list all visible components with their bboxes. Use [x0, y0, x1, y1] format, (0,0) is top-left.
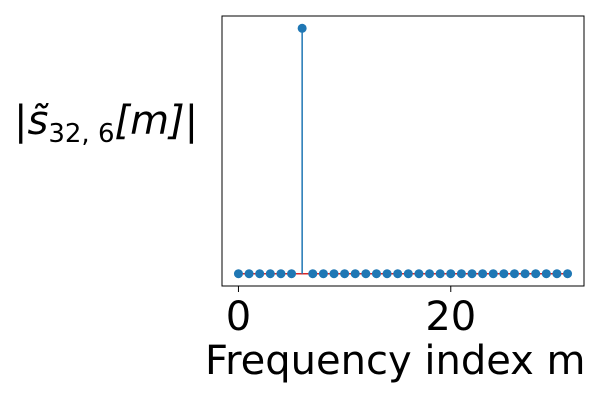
stem-marker [361, 269, 371, 279]
stem-marker [478, 269, 488, 279]
stem-marker [435, 269, 445, 279]
y-label-symbol: s̃ [27, 98, 49, 144]
stem-marker [552, 269, 562, 279]
y-axis-label: |s̃32, 6[m]| [14, 98, 198, 149]
stem-marker [414, 269, 424, 279]
stem-marker [350, 269, 360, 279]
stem-marker [255, 269, 265, 279]
ticks-layer: 0 20 [226, 286, 476, 340]
stem-marker [488, 269, 498, 279]
stem-marker [265, 269, 275, 279]
stem-marker [393, 269, 403, 279]
x-tick-label: 0 [226, 294, 251, 340]
stem-marker [425, 269, 435, 279]
stem-marker [318, 269, 328, 279]
stem-marker [509, 269, 519, 279]
stem-marker [308, 269, 318, 279]
markers-layer [233, 23, 573, 279]
stem-marker [340, 269, 350, 279]
stem-marker [563, 269, 573, 279]
stem-marker [371, 269, 381, 279]
axes-frame [221, 15, 585, 287]
stem-marker [541, 269, 551, 279]
stem-marker [520, 269, 530, 279]
stem-marker [233, 269, 243, 279]
stem-marker [297, 23, 307, 33]
stem-marker [499, 269, 509, 279]
stem-marker [531, 269, 541, 279]
x-tick-label: 20 [425, 294, 476, 340]
stem-marker [382, 269, 392, 279]
stem-marker [276, 269, 286, 279]
y-label-open-bar: | [14, 98, 28, 144]
y-label-argument: [m] [114, 98, 185, 144]
stem-marker [446, 269, 456, 279]
stem-marker [287, 269, 297, 279]
stem-marker [329, 269, 339, 279]
y-label-close-bar: | [184, 98, 199, 144]
stem-marker [456, 269, 466, 279]
stem-marker [244, 269, 254, 279]
stem-marker [467, 269, 477, 279]
y-label-subscript: 32, 6 [48, 119, 115, 149]
stem-marker [403, 269, 413, 279]
x-axis-label: Frequency index m [205, 338, 586, 384]
